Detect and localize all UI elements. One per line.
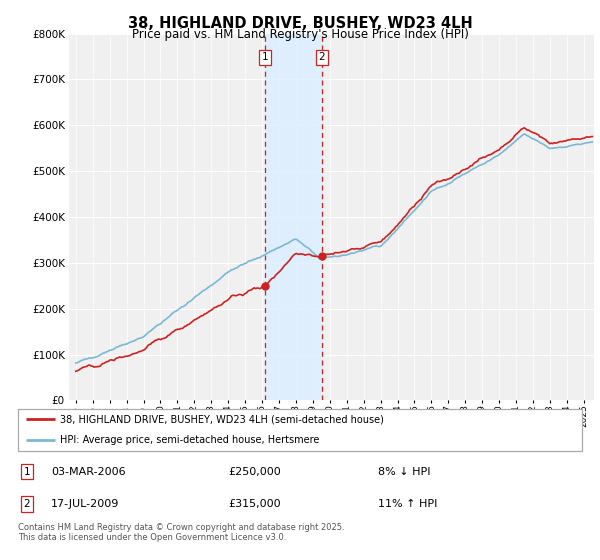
Text: 38, HIGHLAND DRIVE, BUSHEY, WD23 4LH: 38, HIGHLAND DRIVE, BUSHEY, WD23 4LH: [128, 16, 472, 31]
Text: 2: 2: [319, 53, 325, 63]
Text: Price paid vs. HM Land Registry's House Price Index (HPI): Price paid vs. HM Land Registry's House …: [131, 28, 469, 41]
Text: 03-MAR-2006: 03-MAR-2006: [51, 466, 125, 477]
Text: 1: 1: [23, 466, 31, 477]
Text: 2: 2: [23, 499, 31, 509]
Text: £315,000: £315,000: [228, 499, 281, 509]
Text: HPI: Average price, semi-detached house, Hertsmere: HPI: Average price, semi-detached house,…: [60, 435, 320, 445]
Text: 11% ↑ HPI: 11% ↑ HPI: [378, 499, 437, 509]
Text: 8% ↓ HPI: 8% ↓ HPI: [378, 466, 431, 477]
Text: Contains HM Land Registry data © Crown copyright and database right 2025.
This d: Contains HM Land Registry data © Crown c…: [18, 523, 344, 543]
Bar: [265, 34, 322, 400]
Text: £250,000: £250,000: [228, 466, 281, 477]
Text: 1: 1: [262, 53, 268, 63]
Text: 17-JUL-2009: 17-JUL-2009: [51, 499, 119, 509]
Text: 38, HIGHLAND DRIVE, BUSHEY, WD23 4LH (semi-detached house): 38, HIGHLAND DRIVE, BUSHEY, WD23 4LH (se…: [60, 414, 384, 424]
